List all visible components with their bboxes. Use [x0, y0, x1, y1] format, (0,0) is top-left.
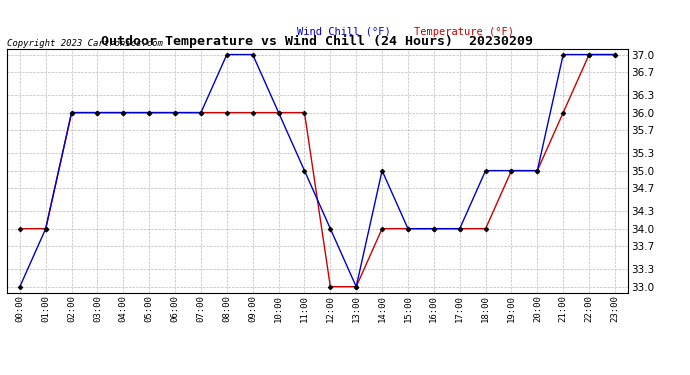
Title: Outdoor Temperature vs Wind Chill (24 Hours)  20230209: Outdoor Temperature vs Wind Chill (24 Ho… — [101, 34, 533, 48]
Text: Temperature (°F): Temperature (°F) — [414, 27, 514, 37]
Text: Wind Chill (°F): Wind Chill (°F) — [297, 27, 391, 37]
Text: Copyright 2023 Cartronics.com: Copyright 2023 Cartronics.com — [7, 39, 163, 48]
